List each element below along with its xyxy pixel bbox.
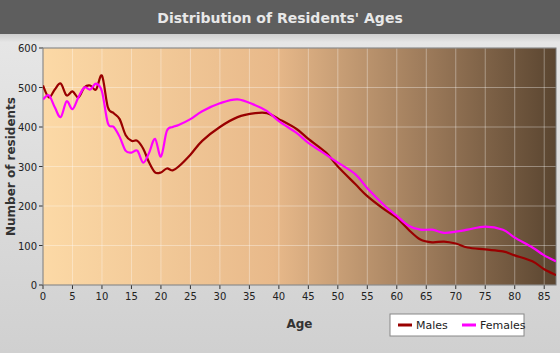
tick-label: 400: [18, 122, 37, 133]
tick-label: 70: [449, 291, 462, 302]
tick: [39, 206, 43, 207]
legend-label: Males: [416, 319, 448, 332]
tick: [514, 285, 515, 289]
tick-label: 20: [155, 291, 168, 302]
tick: [43, 285, 44, 289]
legend-swatch: [462, 324, 476, 327]
legend-swatch: [398, 324, 412, 327]
tick: [190, 285, 191, 289]
tick-label: 40: [272, 291, 285, 302]
tick-label: 15: [125, 291, 138, 302]
tick: [39, 127, 43, 128]
tick-label: 65: [420, 291, 433, 302]
tick-label: 85: [538, 291, 551, 302]
tick-label: 60: [390, 291, 403, 302]
tick-label: 50: [331, 291, 344, 302]
tick-label: 55: [361, 291, 374, 302]
tick: [101, 285, 102, 289]
tick: [39, 285, 43, 286]
series-line: [43, 75, 556, 275]
y-axis-label: Number of residents: [4, 97, 18, 236]
tick: [396, 285, 397, 289]
tick: [249, 285, 250, 289]
tick: [219, 285, 220, 289]
tick: [39, 166, 43, 167]
tick-label: 35: [243, 291, 256, 302]
grid-line: [131, 48, 132, 285]
grid-line: [43, 166, 556, 167]
grid-line: [43, 127, 556, 128]
plot-area: [43, 48, 556, 285]
tick-label: 75: [479, 291, 492, 302]
grid-line: [160, 48, 161, 285]
tick-label: 500: [18, 83, 37, 94]
tick: [278, 285, 279, 289]
grid-line: [72, 48, 73, 285]
tick-label: 25: [184, 291, 197, 302]
legend: Males Females: [390, 314, 526, 336]
tick: [337, 285, 338, 289]
grid-line: [249, 48, 250, 285]
tick-label: 100: [18, 241, 37, 252]
tick: [485, 285, 486, 289]
tick-label: 5: [69, 291, 75, 302]
tick: [426, 285, 427, 289]
tick: [308, 285, 309, 289]
tick-label: 200: [18, 201, 37, 212]
chart: Distribution of Residents' Ages010020030…: [0, 0, 560, 353]
title: Distribution of Residents' Ages: [157, 10, 402, 26]
tick: [544, 285, 545, 289]
tick-label: 80: [508, 291, 521, 302]
tick: [39, 87, 43, 88]
grid-line: [190, 48, 191, 285]
tick-label: 45: [302, 291, 315, 302]
grid-line: [43, 245, 556, 246]
grid-line: [101, 48, 102, 285]
grid-line: [308, 48, 309, 285]
tick-label: 600: [18, 43, 37, 54]
legend-label: Females: [480, 319, 526, 332]
grid-line: [455, 48, 456, 285]
tick: [39, 48, 43, 49]
background: [0, 0, 560, 353]
grid-line: [396, 48, 397, 285]
title-band: [0, 0, 560, 34]
tick-label: 30: [214, 291, 227, 302]
tick-label: 300: [18, 162, 37, 173]
grid-line: [544, 48, 545, 285]
grid-line: [43, 206, 556, 207]
tick: [131, 285, 132, 289]
series-line: [43, 84, 556, 262]
tick-label: 0: [31, 280, 37, 291]
tick-label: 0: [40, 291, 46, 302]
plot-frame: [43, 48, 556, 285]
tick-label: 10: [96, 291, 109, 302]
grid-line: [278, 48, 279, 285]
grid-line: [367, 48, 368, 285]
tick: [72, 285, 73, 289]
grid-line: [514, 48, 515, 285]
tick: [455, 285, 456, 289]
grid-line: [426, 48, 427, 285]
tick: [160, 285, 161, 289]
tick: [367, 285, 368, 289]
grid-line: [43, 87, 556, 88]
lines: [43, 75, 556, 275]
grid-line: [219, 48, 220, 285]
tick: [39, 245, 43, 246]
x-axis-label: Age: [286, 317, 312, 331]
